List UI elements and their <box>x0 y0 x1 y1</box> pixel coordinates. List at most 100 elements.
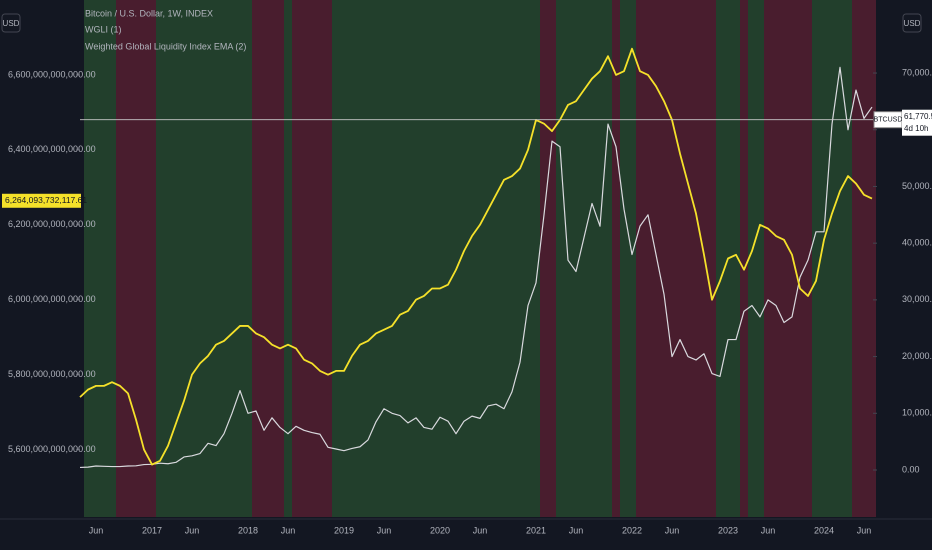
trend-stripe <box>500 0 508 517</box>
line-layer <box>79 47 873 469</box>
trend-stripe <box>316 0 324 517</box>
trend-stripe <box>868 0 876 517</box>
trend-stripe <box>676 0 684 517</box>
trend-stripe <box>380 0 388 517</box>
trend-stripe <box>308 0 316 517</box>
trend-stripe <box>108 0 116 517</box>
trend-stripe <box>708 0 716 517</box>
trend-stripe <box>796 0 804 517</box>
trend-stripe <box>620 0 628 517</box>
x-tick-label: 2024 <box>814 525 834 535</box>
y2-tick-label: 10,000.00 <box>902 408 932 418</box>
x-tick-label: 2017 <box>142 525 162 535</box>
trend-stripe <box>196 0 204 517</box>
series-line <box>79 66 873 469</box>
trend-stripe <box>636 0 644 517</box>
trend-stripe <box>292 0 300 517</box>
legend-entry: WGLI (1) <box>85 24 122 34</box>
trend-stripe <box>156 0 164 517</box>
series-line <box>79 47 873 466</box>
x-tick-label: Jun <box>89 525 104 535</box>
trend-stripe <box>548 0 556 517</box>
trend-stripe <box>460 0 468 517</box>
trend-stripe <box>756 0 764 517</box>
trend-stripe <box>428 0 436 517</box>
trend-stripe <box>516 0 524 517</box>
axes: 5,600,000,000,000.00 5,800,000,000,000.00… <box>2 67 932 535</box>
currency-label[interactable]: USD <box>3 19 20 28</box>
y-tick-label: 6,200,000,000,000.00 <box>8 219 96 229</box>
x-tick-label: 2021 <box>526 525 546 535</box>
trend-stripe <box>172 0 180 517</box>
trend-stripe <box>332 0 340 517</box>
trend-stripe <box>660 0 668 517</box>
y2-tick-label: 50,000.00 <box>902 181 932 191</box>
trend-stripe <box>132 0 140 517</box>
y-tick-label: 5,800,000,000,000.00 <box>8 369 96 379</box>
trend-stripe <box>284 0 292 517</box>
trend-stripe <box>844 0 852 517</box>
trend-stripe <box>404 0 412 517</box>
trend-stripe <box>764 0 772 517</box>
currency-button[interactable] <box>1 13 21 33</box>
trend-stripe <box>860 0 868 517</box>
trend-stripe <box>220 0 228 517</box>
trend-stripe <box>180 0 188 517</box>
trend-stripe <box>204 0 212 517</box>
trend-stripe <box>780 0 788 517</box>
trend-stripe <box>668 0 676 517</box>
trend-stripe <box>732 0 740 517</box>
trend-stripe <box>820 0 828 517</box>
trend-stripe <box>364 0 372 517</box>
trend-stripe <box>604 0 612 517</box>
trend-stripe <box>612 0 620 517</box>
trend-stripe <box>260 0 268 517</box>
y2-tick-label: 30,000.00 <box>902 294 932 304</box>
trend-stripe <box>268 0 276 517</box>
x-tick-label: Jun <box>761 525 776 535</box>
x-axis-strip <box>0 519 932 550</box>
price-label: 61,770.56 <box>904 112 932 121</box>
countdown-label: 4d 10h <box>904 124 928 133</box>
trend-stripe <box>692 0 700 517</box>
x-tick-label: Jun <box>569 525 584 535</box>
y-tick-label: 5,600,000,000,000.00 <box>8 444 96 454</box>
trend-stripe <box>252 0 260 517</box>
trend-stripe <box>300 0 308 517</box>
y2-tick-label: 20,000.00 <box>902 351 932 361</box>
trend-stripe <box>324 0 332 517</box>
y-tick-label: 6,600,000,000,000.00 <box>8 69 96 79</box>
x-tick-label: 2020 <box>430 525 450 535</box>
trend-stripe <box>372 0 380 517</box>
trend-stripe <box>164 0 172 517</box>
price-tag <box>902 109 932 136</box>
trend-stripe <box>740 0 748 517</box>
trend-stripe <box>116 0 124 517</box>
trend-stripe <box>556 0 564 517</box>
trend-stripe <box>532 0 540 517</box>
trend-stripe <box>396 0 404 517</box>
y2-tick-label: 40,000.00 <box>902 238 932 248</box>
x-tick-label: Jun <box>473 525 488 535</box>
trend-stripe <box>580 0 588 517</box>
legend-entry: Bitcoin / U.S. Dollar, 1W, INDEX <box>85 8 213 18</box>
currency-button[interactable] <box>902 13 922 33</box>
trend-stripe <box>436 0 444 517</box>
x-tick-label: Jun <box>281 525 296 535</box>
x-tick-label: 2022 <box>622 525 642 535</box>
trend-stripe <box>188 0 196 517</box>
price-label: 6,264,093,732,117.61 <box>5 195 87 205</box>
trend-stripe <box>348 0 356 517</box>
trend-stripe <box>852 0 860 517</box>
trend-stripe <box>644 0 652 517</box>
trend-stripe <box>828 0 836 517</box>
trend-stripe <box>812 0 820 517</box>
trend-stripe <box>524 0 532 517</box>
legend-entry: Weighted Global Liquidity Index EMA (2) <box>85 41 246 51</box>
currency-label[interactable]: USD <box>904 19 921 28</box>
trend-stripe <box>236 0 244 517</box>
trend-stripe <box>540 0 548 517</box>
trend-stripe <box>588 0 596 517</box>
trend-stripe <box>100 0 108 517</box>
